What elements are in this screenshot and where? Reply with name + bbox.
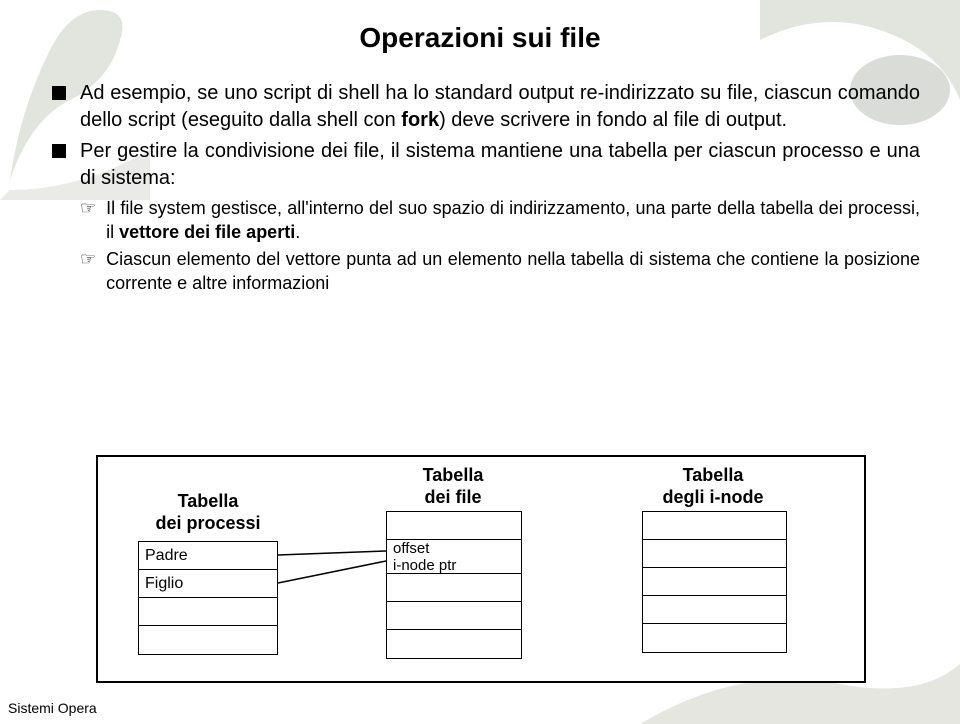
table-row: Padre xyxy=(139,542,277,570)
table-processi: Padre Figlio xyxy=(138,541,278,655)
table-row: Figlio xyxy=(139,570,277,598)
footer-text: Sistemi Opera xyxy=(8,700,97,716)
label-processi: Tabella dei processi xyxy=(138,491,278,534)
table-row xyxy=(387,630,521,658)
label-inode: Tabella degli i-node xyxy=(628,465,798,508)
bullet-square-icon xyxy=(52,86,66,100)
table-row xyxy=(139,626,277,654)
label-file: Tabella dei file xyxy=(383,465,523,508)
table-row: offseti-node ptr xyxy=(387,540,521,574)
subbullet-2: ☞ Ciascun elemento del vettore punta ad … xyxy=(80,247,920,296)
table-row xyxy=(387,602,521,630)
table-row xyxy=(643,596,786,624)
table-row xyxy=(387,512,521,540)
bullet-2-text: Per gestire la condivisione dei file, il… xyxy=(80,138,920,192)
cell-offset-inodeptr: offseti-node ptr xyxy=(387,540,521,574)
subbullet-2-text: Ciascun elemento del vettore punta ad un… xyxy=(106,247,920,296)
diagram-container: Tabella dei processi Tabella dei file Ta… xyxy=(96,455,866,683)
bullet-square-icon xyxy=(52,144,66,158)
subbullet-1-text: Il file system gestisce, all'interno del… xyxy=(106,196,920,245)
table-row xyxy=(643,568,786,596)
table-row xyxy=(643,624,786,652)
hand-point-icon: ☞ xyxy=(80,249,96,270)
hand-point-icon: ☞ xyxy=(80,198,96,219)
table-row xyxy=(139,598,277,626)
bullet-1: Ad esempio, se uno script di shell ha lo… xyxy=(52,80,920,134)
subbullet-1: ☞ Il file system gestisce, all'interno d… xyxy=(80,196,920,245)
table-row xyxy=(643,540,786,568)
content-area: Ad esempio, se uno script di shell ha lo… xyxy=(52,80,920,297)
table-file: offseti-node ptr xyxy=(386,511,522,659)
table-row xyxy=(387,574,521,602)
table-row xyxy=(643,512,786,540)
cell-padre: Padre xyxy=(139,542,277,570)
bullet-2: Per gestire la condivisione dei file, il… xyxy=(52,138,920,192)
slide-title: Operazioni sui file xyxy=(0,22,960,54)
cell-figlio: Figlio xyxy=(139,570,277,598)
bullet-1-text: Ad esempio, se uno script di shell ha lo… xyxy=(80,80,920,134)
table-inode xyxy=(642,511,787,653)
